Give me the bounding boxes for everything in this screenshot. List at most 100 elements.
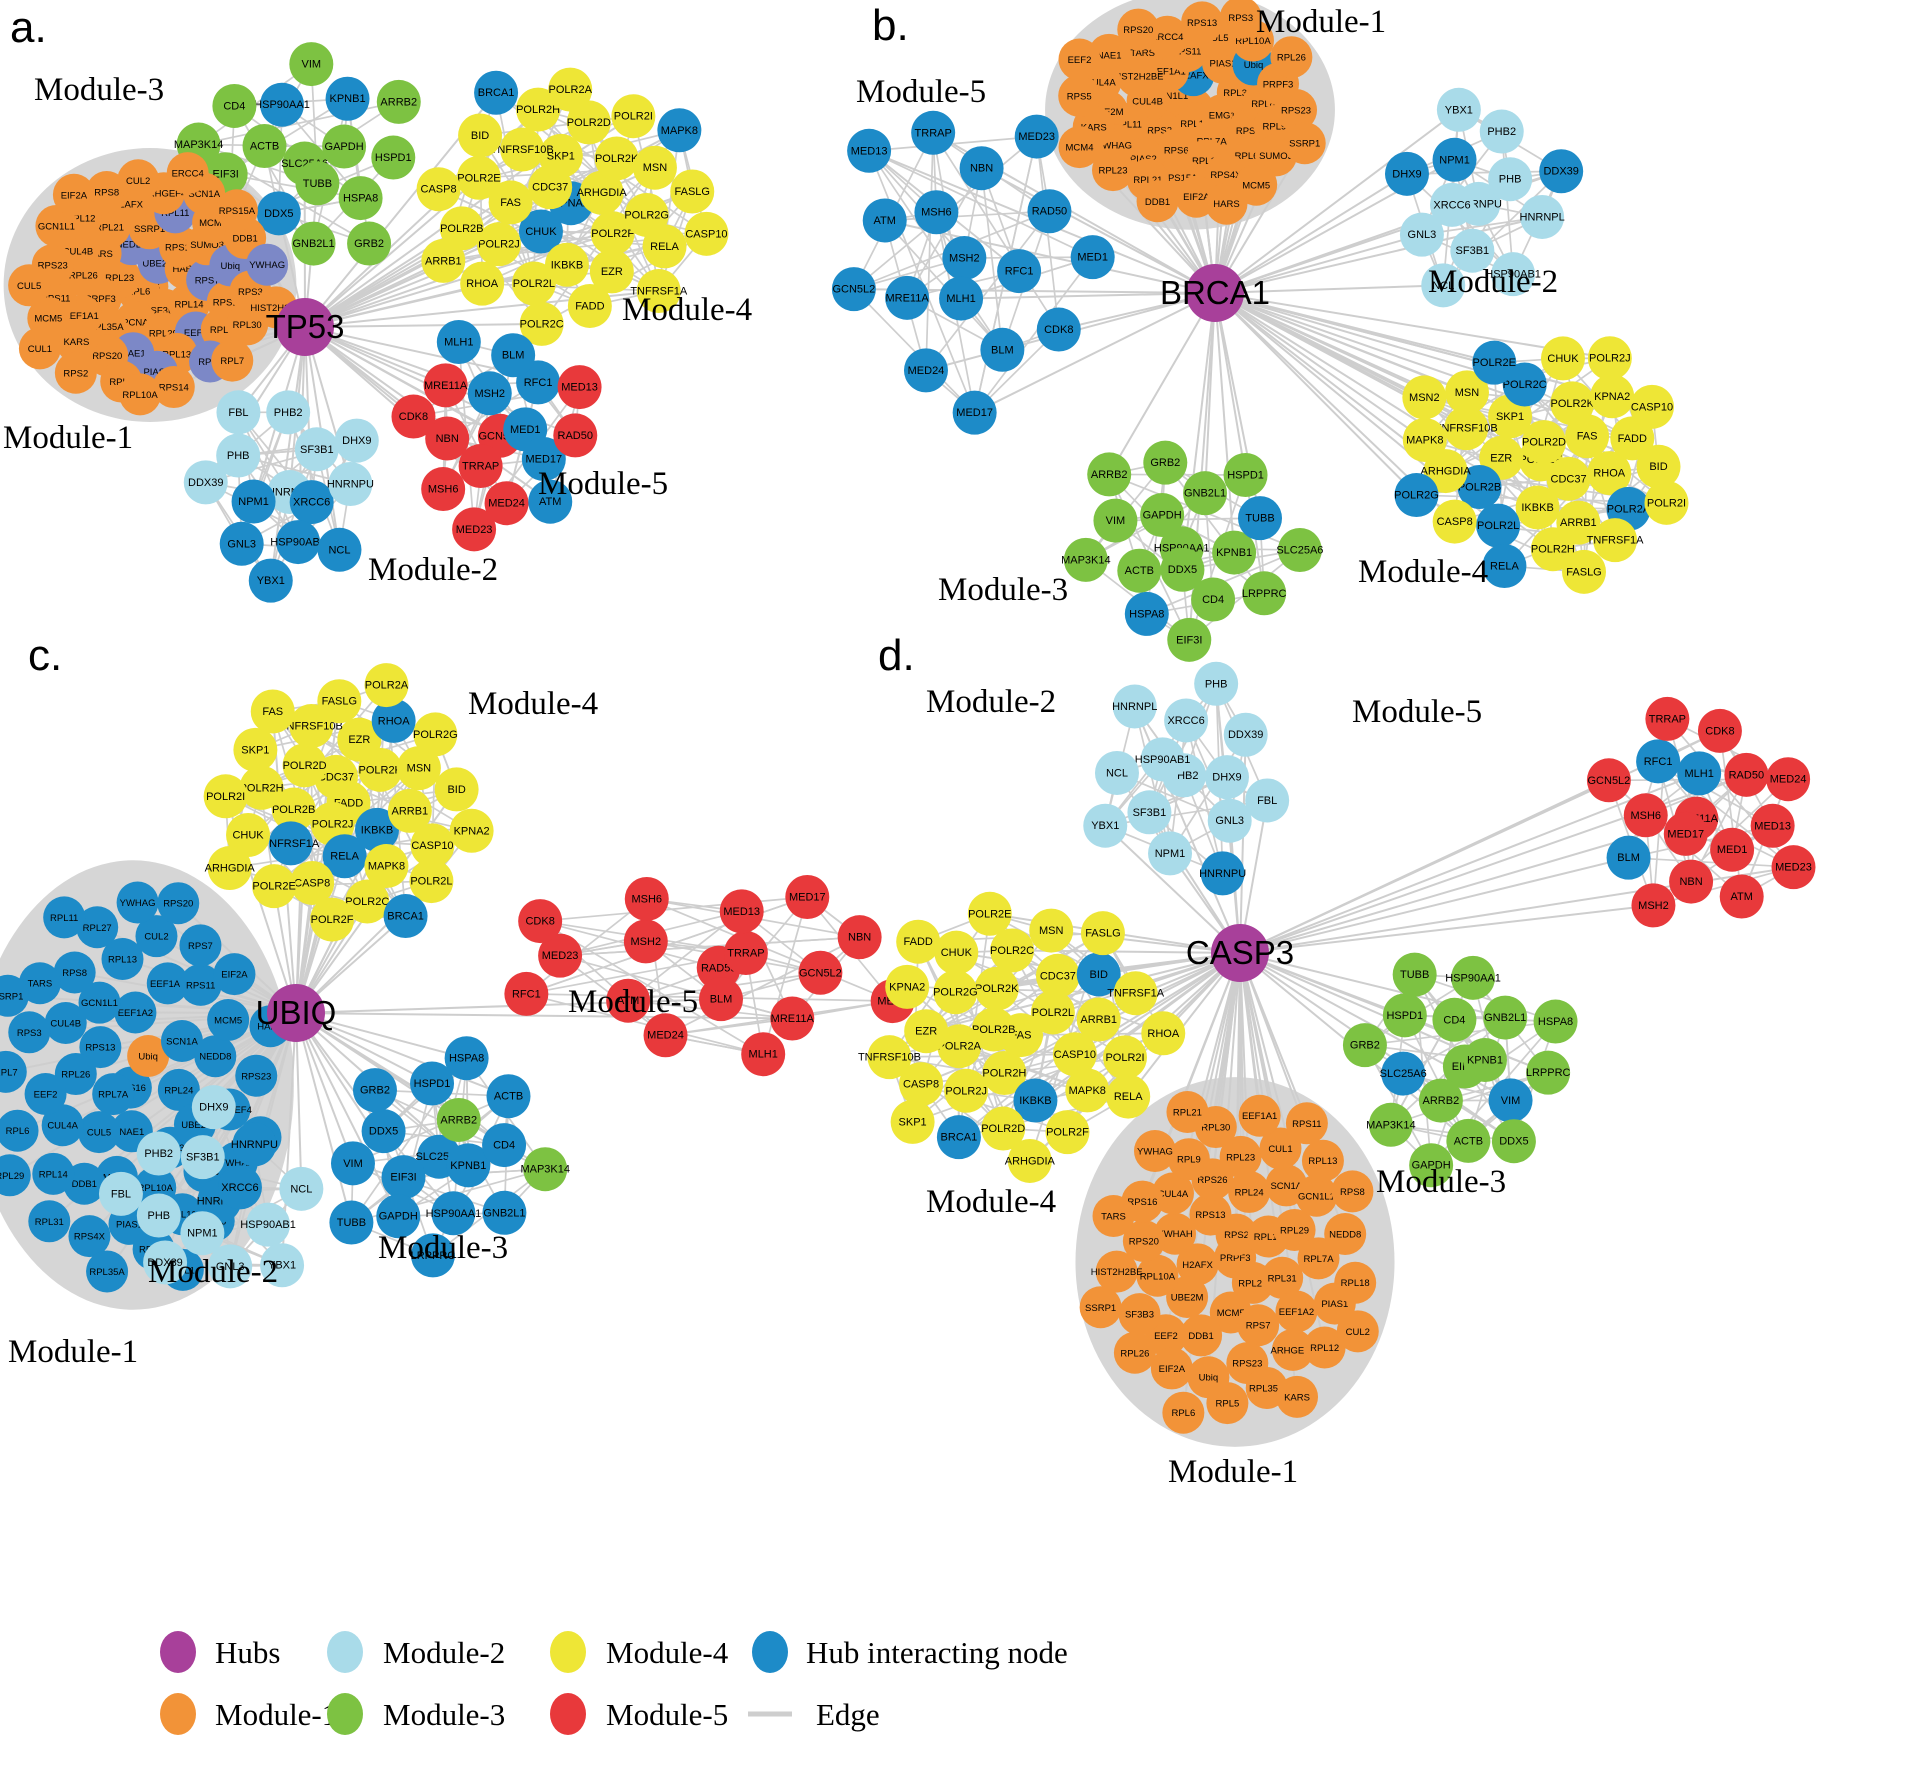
node-label-NAE1: NAE1 xyxy=(119,1127,144,1138)
node-label-MSN2: MSN2 xyxy=(1409,392,1440,404)
node-BRCA1 xyxy=(936,1115,981,1160)
cluster-module-4-panel-c: FADDPOLR2JCDC37IKBKBPOLR2BPOLR2KRELAPOLR… xyxy=(203,663,494,942)
node-CASP10 xyxy=(410,823,455,868)
node-POLR2D xyxy=(566,100,611,145)
node-MED24 xyxy=(903,348,948,393)
node-label-XRCC6: XRCC6 xyxy=(221,1182,258,1194)
node-POLR2I xyxy=(203,774,248,819)
edge xyxy=(560,936,860,957)
module-label-module-4-c: Module-4 xyxy=(468,686,598,722)
node-label-YBX1: YBX1 xyxy=(257,575,285,587)
node-GNB2L1 xyxy=(291,221,336,266)
node-POLR2D xyxy=(981,1106,1026,1151)
node-label-NEDD8: NEDD8 xyxy=(1329,1230,1361,1241)
node-POLR2H xyxy=(239,765,284,810)
legend-label-hubs: Hubs xyxy=(215,1635,280,1670)
node-HSPD1 xyxy=(410,1061,455,1106)
node-label-RPS7: RPS7 xyxy=(1246,1321,1271,1332)
panel-letter-c: c. xyxy=(28,631,62,680)
node-POLR2G xyxy=(1394,473,1439,518)
node-label-MSH2: MSH2 xyxy=(949,253,980,265)
node-label-HSPA8: HSPA8 xyxy=(1538,1016,1573,1028)
node-label-MCM5: MCM5 xyxy=(214,1016,242,1027)
edge xyxy=(1133,706,1171,854)
node-NPM1 xyxy=(1148,831,1193,876)
node-label-RPL7A: RPL7A xyxy=(1303,1254,1334,1265)
node-RPL35A xyxy=(86,1250,129,1293)
node-label-POLR2L: POLR2L xyxy=(1032,1007,1074,1019)
node-label-GCN5L2: GCN5L2 xyxy=(832,284,875,296)
node-label-MED13: MED13 xyxy=(851,145,888,157)
node-EIF2A xyxy=(52,173,95,216)
node-label-POLR2H: POLR2H xyxy=(1531,544,1575,556)
node-IKBKB xyxy=(354,807,399,852)
node-PHB2 xyxy=(1479,109,1524,154)
node-label-PHB2: PHB2 xyxy=(1487,126,1516,138)
node-label-TNFRSF10B: TNFRSF10B xyxy=(280,721,343,733)
node-YBX1 xyxy=(260,1243,305,1288)
node-label-MAPK8: MAPK8 xyxy=(1069,1085,1106,1097)
node-label-CDC37: CDC37 xyxy=(1551,473,1587,485)
node-MCM5 xyxy=(1235,163,1278,206)
node-label-POLR2D: POLR2D xyxy=(567,117,611,129)
node-CASP10 xyxy=(1052,1032,1097,1077)
module-label-module-2-a: Module-2 xyxy=(368,552,498,588)
node-TRRAP xyxy=(458,444,503,489)
node-label-CASP8: CASP8 xyxy=(903,1079,939,1091)
node-DDX5 xyxy=(1491,1119,1536,1164)
node-label-RPL13: RPL13 xyxy=(108,955,137,966)
node-CUL1 xyxy=(18,327,61,370)
node-NBN xyxy=(425,416,470,461)
node-label-RPL12: RPL12 xyxy=(168,1210,197,1221)
node-label-KARS: KARS xyxy=(1081,122,1107,133)
node-label-RPL23: RPL23 xyxy=(1098,166,1127,177)
node-HSP90AA1 xyxy=(431,1191,476,1236)
node-label-DDX5: DDX5 xyxy=(369,1126,398,1138)
node-label-MED23: MED23 xyxy=(1775,862,1812,874)
node-H2AFX xyxy=(1176,1243,1219,1286)
node-label-RPL13: RPL13 xyxy=(1308,1156,1337,1167)
node-EIF2A xyxy=(1150,1347,1193,1390)
node-label-GNL3: GNL3 xyxy=(227,538,256,550)
node-RELA xyxy=(1106,1074,1151,1119)
node-label-ATM: ATM xyxy=(539,496,561,508)
edge xyxy=(559,954,793,1020)
node-label-PHB: PHB xyxy=(1205,678,1228,690)
node-label-RPL9: RPL9 xyxy=(1263,122,1287,133)
node-label-PRPF3: PRPF3 xyxy=(85,294,116,305)
node-label-SSRP1: SSRP1 xyxy=(1085,1303,1116,1314)
hub-edge xyxy=(295,1012,303,1189)
node-label-YWHAG: YWHAG xyxy=(249,260,285,271)
node-ARHGDIA xyxy=(1007,1138,1052,1183)
node-NBN xyxy=(959,146,1004,191)
node-DHX9 xyxy=(1384,151,1429,196)
cluster-module-2-panel-b: HNRNPUXRCC6PHBSF3B1NPM1HNRNPLGNL3PHB2HSP… xyxy=(1384,87,1584,308)
node-label-EEF1A1: EEF1A1 xyxy=(63,311,98,322)
node-label-RHOA: RHOA xyxy=(378,715,410,727)
node-label-MAPK8: MAPK8 xyxy=(368,861,405,873)
node-VIM xyxy=(289,42,334,87)
node-label-SKP1: SKP1 xyxy=(1496,411,1524,423)
node-HIST2H2BE xyxy=(1095,1250,1138,1293)
node-label-EIF2A: EIF2A xyxy=(1183,192,1210,203)
node-label-RPS7: RPS7 xyxy=(188,941,213,952)
node-GAPDH xyxy=(1409,1143,1454,1188)
node-label-RPL6: RPL6 xyxy=(1171,1408,1195,1419)
node-label-GNB2L1: GNB2L1 xyxy=(1484,1012,1526,1024)
node-MED23 xyxy=(1771,845,1816,890)
node-label-SF3B3: SF3B3 xyxy=(1125,1310,1154,1321)
hub-edge xyxy=(1239,856,1629,954)
node-label-LRPPRC: LRPPRC xyxy=(1242,588,1287,600)
node-label-DDX39: DDX39 xyxy=(147,1257,182,1269)
node-POLR2B xyxy=(1457,465,1502,510)
node-label-EIF2A: EIF2A xyxy=(1159,1364,1186,1375)
node-label-NEDD8: NEDD8 xyxy=(199,1052,231,1063)
node-label-ERCC4: ERCC4 xyxy=(172,169,204,180)
cluster-module-2-panel-c: HNRNPLXRCC6NPM1SF3B1HSP90AB1PHBHNRNPUGNL… xyxy=(98,1085,324,1289)
node-label-KPNA2: KPNA2 xyxy=(1594,391,1630,403)
node-label-MCM4: MCM4 xyxy=(1066,143,1094,154)
node-CD4 xyxy=(212,83,257,128)
edge xyxy=(1628,856,1794,869)
node-CDK8 xyxy=(1036,307,1081,352)
node-HSP90AB1 xyxy=(276,520,321,565)
